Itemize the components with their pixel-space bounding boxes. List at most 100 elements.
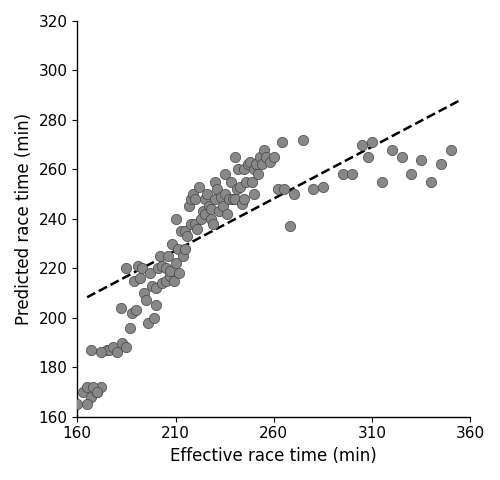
Point [154, 264, 162, 272]
Point [152, 284, 160, 292]
Point [378, 178, 386, 186]
Point [74, 400, 82, 408]
Point [172, 260, 179, 267]
Point [174, 245, 182, 252]
Point [195, 183, 203, 191]
X-axis label: Effective race time (min): Effective race time (min) [170, 447, 377, 465]
Point [248, 178, 256, 186]
Point [358, 141, 366, 148]
Point [168, 240, 175, 247]
Point [132, 307, 140, 314]
Point [230, 153, 238, 161]
Point [240, 166, 248, 173]
Point [134, 262, 142, 270]
Point [246, 158, 254, 166]
Point [122, 264, 130, 272]
Point [250, 190, 258, 198]
Point [164, 252, 172, 260]
Point [162, 277, 170, 285]
Point [140, 289, 148, 297]
Point [427, 178, 435, 186]
Point [209, 220, 217, 228]
Point [197, 215, 205, 223]
Point [250, 166, 258, 173]
Point [150, 314, 158, 322]
Point [176, 269, 184, 277]
Point [266, 158, 274, 166]
Point [224, 195, 232, 203]
Point [256, 153, 264, 161]
Point [368, 138, 376, 146]
Point [128, 309, 136, 317]
Point [234, 166, 242, 173]
Point [191, 220, 199, 228]
Point [238, 200, 246, 208]
Point [116, 304, 124, 312]
Point [166, 267, 173, 275]
Point [242, 178, 250, 186]
Point [201, 210, 209, 218]
Point [178, 228, 186, 235]
Point [244, 161, 252, 168]
Point [254, 170, 262, 178]
Point [408, 170, 416, 178]
Point [162, 264, 170, 272]
Point [83, 400, 91, 408]
Point [126, 324, 134, 332]
Point [236, 183, 244, 191]
Point [388, 146, 396, 154]
Point [190, 190, 198, 198]
Point [228, 195, 236, 203]
Point [118, 339, 126, 347]
Point [260, 146, 268, 154]
Point [87, 393, 95, 401]
Point [447, 146, 455, 154]
Point [103, 346, 111, 354]
Point [172, 215, 179, 223]
Point [205, 203, 213, 210]
Point [437, 161, 445, 168]
Point [211, 178, 219, 186]
Point [180, 252, 188, 260]
Point [188, 220, 196, 228]
Point [79, 388, 87, 396]
Point [338, 170, 346, 178]
Point [232, 185, 240, 193]
Point [188, 195, 196, 203]
Point [97, 383, 105, 391]
Point [112, 348, 120, 356]
Point [191, 195, 199, 203]
Point [144, 319, 152, 326]
Point [158, 262, 166, 270]
Point [138, 264, 146, 272]
Point [199, 208, 207, 216]
Point [220, 170, 228, 178]
Point [226, 178, 234, 186]
Point [201, 195, 209, 203]
Point [122, 344, 130, 351]
Point [364, 153, 372, 161]
Point [158, 279, 166, 287]
Point [348, 170, 356, 178]
Point [274, 185, 282, 193]
Point [280, 185, 287, 193]
Point [270, 153, 278, 161]
Point [217, 193, 225, 201]
Point [207, 215, 215, 223]
Point [262, 153, 270, 161]
Point [215, 208, 223, 216]
Point [252, 161, 260, 168]
Point [203, 190, 211, 198]
Point [218, 203, 226, 210]
Point [240, 195, 248, 203]
Point [300, 136, 308, 144]
Point [258, 161, 266, 168]
Point [89, 383, 97, 391]
Point [87, 346, 95, 354]
Point [83, 383, 91, 391]
Point [93, 388, 101, 396]
Point [186, 203, 194, 210]
Point [184, 232, 192, 240]
Point [278, 138, 285, 146]
Point [309, 185, 317, 193]
